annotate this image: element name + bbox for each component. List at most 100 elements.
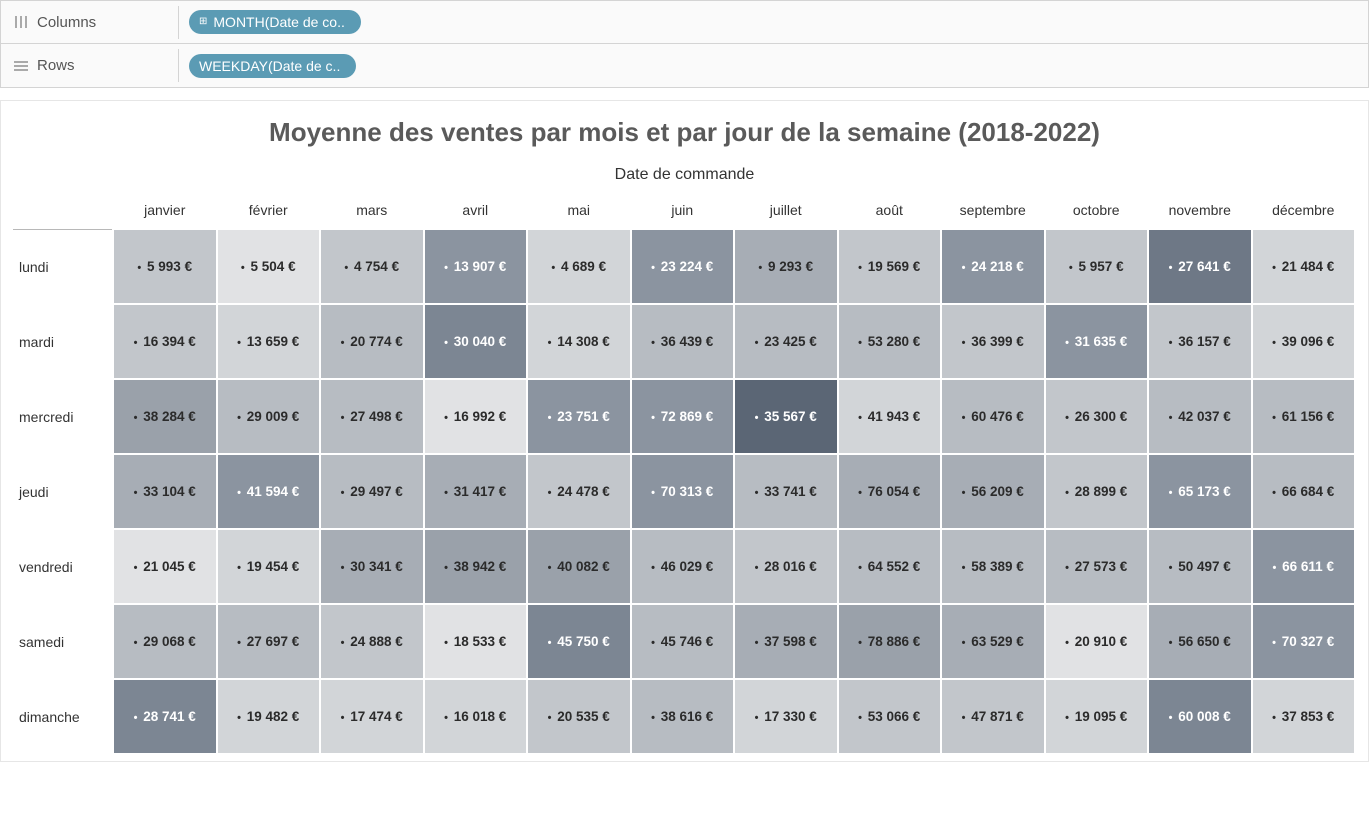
- heatmap-cell[interactable]: • 23 425 €: [734, 304, 838, 379]
- heatmap-cell[interactable]: • 30 341 €: [320, 529, 424, 604]
- heatmap-cell[interactable]: • 19 482 €: [217, 679, 321, 754]
- heatmap-cell[interactable]: • 18 533 €: [424, 604, 528, 679]
- month-header: novembre: [1148, 192, 1252, 229]
- month-header: février: [217, 192, 321, 229]
- heatmap-cell[interactable]: • 63 529 €: [941, 604, 1045, 679]
- heatmap-cell[interactable]: • 28 899 €: [1045, 454, 1149, 529]
- heatmap-cell[interactable]: • 41 594 €: [217, 454, 321, 529]
- heatmap-cell[interactable]: • 50 497 €: [1148, 529, 1252, 604]
- heatmap-cell[interactable]: • 19 095 €: [1045, 679, 1149, 754]
- heatmap-cell[interactable]: • 40 082 €: [527, 529, 631, 604]
- heatmap-cell[interactable]: • 13 659 €: [217, 304, 321, 379]
- heatmap-row: vendredi• 21 045 €• 19 454 €• 30 341 €• …: [13, 529, 1355, 604]
- heatmap-cell[interactable]: • 16 394 €: [113, 304, 217, 379]
- heatmap-cell[interactable]: • 5 504 €: [217, 229, 321, 304]
- heatmap-cell[interactable]: • 56 650 €: [1148, 604, 1252, 679]
- heatmap-cell[interactable]: • 4 754 €: [320, 229, 424, 304]
- heatmap-cell[interactable]: • 17 330 €: [734, 679, 838, 754]
- heatmap-cell[interactable]: • 33 741 €: [734, 454, 838, 529]
- heatmap-cell[interactable]: • 21 484 €: [1252, 229, 1356, 304]
- heatmap-cell[interactable]: • 27 697 €: [217, 604, 321, 679]
- rows-pill[interactable]: WEEKDAY(Date de c..: [189, 54, 356, 78]
- heatmap-cell[interactable]: • 16 018 €: [424, 679, 528, 754]
- columns-shelf-content[interactable]: ⊞ MONTH(Date de co..: [179, 6, 1368, 38]
- heatmap-cell[interactable]: • 45 750 €: [527, 604, 631, 679]
- heatmap-cell[interactable]: • 53 280 €: [838, 304, 942, 379]
- heatmap-cell[interactable]: • 42 037 €: [1148, 379, 1252, 454]
- heatmap-cell[interactable]: • 24 888 €: [320, 604, 424, 679]
- heatmap-cell[interactable]: • 64 552 €: [838, 529, 942, 604]
- heatmap-cell[interactable]: • 38 942 €: [424, 529, 528, 604]
- heatmap-cell[interactable]: • 58 389 €: [941, 529, 1045, 604]
- weekday-header: mercredi: [13, 379, 113, 454]
- heatmap-cell[interactable]: • 60 476 €: [941, 379, 1045, 454]
- heatmap-cell[interactable]: • 20 535 €: [527, 679, 631, 754]
- heatmap-cell[interactable]: • 21 045 €: [113, 529, 217, 604]
- heatmap-cell[interactable]: • 70 327 €: [1252, 604, 1356, 679]
- heatmap-cell[interactable]: • 33 104 €: [113, 454, 217, 529]
- heatmap-cell[interactable]: • 70 313 €: [631, 454, 735, 529]
- heatmap-cell[interactable]: • 53 066 €: [838, 679, 942, 754]
- columns-shelf-text: Columns: [37, 14, 96, 31]
- heatmap-row: dimanche• 28 741 €• 19 482 €• 17 474 €• …: [13, 679, 1355, 754]
- heatmap-cell[interactable]: • 61 156 €: [1252, 379, 1356, 454]
- heatmap-cell[interactable]: • 72 869 €: [631, 379, 735, 454]
- heatmap-cell[interactable]: • 16 992 €: [424, 379, 528, 454]
- heatmap-cell[interactable]: • 4 689 €: [527, 229, 631, 304]
- weekday-header: samedi: [13, 604, 113, 679]
- heatmap-cell[interactable]: • 38 284 €: [113, 379, 217, 454]
- heatmap-cell[interactable]: • 76 054 €: [838, 454, 942, 529]
- heatmap-cell[interactable]: • 24 478 €: [527, 454, 631, 529]
- columns-shelf[interactable]: Columns ⊞ MONTH(Date de co..: [0, 0, 1369, 44]
- heatmap-cell[interactable]: • 27 573 €: [1045, 529, 1149, 604]
- heatmap-cell[interactable]: • 20 774 €: [320, 304, 424, 379]
- heatmap-cell[interactable]: • 37 853 €: [1252, 679, 1356, 754]
- rows-shelf-content[interactable]: WEEKDAY(Date de c..: [179, 50, 1368, 82]
- heatmap-cell[interactable]: • 66 611 €: [1252, 529, 1356, 604]
- heatmap-cell[interactable]: • 27 641 €: [1148, 229, 1252, 304]
- heatmap-cell[interactable]: • 19 454 €: [217, 529, 321, 604]
- heatmap-cell[interactable]: • 60 008 €: [1148, 679, 1252, 754]
- heatmap-cell[interactable]: • 17 474 €: [320, 679, 424, 754]
- heatmap-cell[interactable]: • 36 399 €: [941, 304, 1045, 379]
- heatmap-cell[interactable]: • 5 957 €: [1045, 229, 1149, 304]
- heatmap-cell[interactable]: • 35 567 €: [734, 379, 838, 454]
- heatmap-cell[interactable]: • 29 497 €: [320, 454, 424, 529]
- heatmap-cell[interactable]: • 39 096 €: [1252, 304, 1356, 379]
- heatmap-cell[interactable]: • 36 439 €: [631, 304, 735, 379]
- weekday-header: dimanche: [13, 679, 113, 754]
- weekday-header: lundi: [13, 229, 113, 304]
- heatmap-cell[interactable]: • 23 224 €: [631, 229, 735, 304]
- heatmap-cell[interactable]: • 26 300 €: [1045, 379, 1149, 454]
- heatmap-cell[interactable]: • 5 993 €: [113, 229, 217, 304]
- heatmap-cell[interactable]: • 28 016 €: [734, 529, 838, 604]
- heatmap-cell[interactable]: • 66 684 €: [1252, 454, 1356, 529]
- heatmap-cell[interactable]: • 36 157 €: [1148, 304, 1252, 379]
- heatmap-cell[interactable]: • 31 417 €: [424, 454, 528, 529]
- heatmap-cell[interactable]: • 23 751 €: [527, 379, 631, 454]
- heatmap-cell[interactable]: • 45 746 €: [631, 604, 735, 679]
- heatmap-cell[interactable]: • 29 068 €: [113, 604, 217, 679]
- heatmap-cell[interactable]: • 30 040 €: [424, 304, 528, 379]
- heatmap-cell[interactable]: • 27 498 €: [320, 379, 424, 454]
- heatmap-cell[interactable]: • 46 029 €: [631, 529, 735, 604]
- heatmap-cell[interactable]: • 24 218 €: [941, 229, 1045, 304]
- heatmap-cell[interactable]: • 65 173 €: [1148, 454, 1252, 529]
- heatmap-cell[interactable]: • 20 910 €: [1045, 604, 1149, 679]
- heatmap-cell[interactable]: • 14 308 €: [527, 304, 631, 379]
- heatmap-cell[interactable]: • 56 209 €: [941, 454, 1045, 529]
- columns-pill[interactable]: ⊞ MONTH(Date de co..: [189, 10, 361, 34]
- heatmap-cell[interactable]: • 31 635 €: [1045, 304, 1149, 379]
- heatmap-cell[interactable]: • 78 886 €: [838, 604, 942, 679]
- heatmap-cell[interactable]: • 13 907 €: [424, 229, 528, 304]
- heatmap-cell[interactable]: • 28 741 €: [113, 679, 217, 754]
- heatmap-cell[interactable]: • 29 009 €: [217, 379, 321, 454]
- heatmap-cell[interactable]: • 19 569 €: [838, 229, 942, 304]
- heatmap-cell[interactable]: • 38 616 €: [631, 679, 735, 754]
- heatmap-row: samedi• 29 068 €• 27 697 €• 24 888 €• 18…: [13, 604, 1355, 679]
- heatmap-cell[interactable]: • 47 871 €: [941, 679, 1045, 754]
- heatmap-cell[interactable]: • 9 293 €: [734, 229, 838, 304]
- heatmap-cell[interactable]: • 41 943 €: [838, 379, 942, 454]
- rows-shelf[interactable]: Rows WEEKDAY(Date de c..: [0, 44, 1369, 88]
- heatmap-cell[interactable]: • 37 598 €: [734, 604, 838, 679]
